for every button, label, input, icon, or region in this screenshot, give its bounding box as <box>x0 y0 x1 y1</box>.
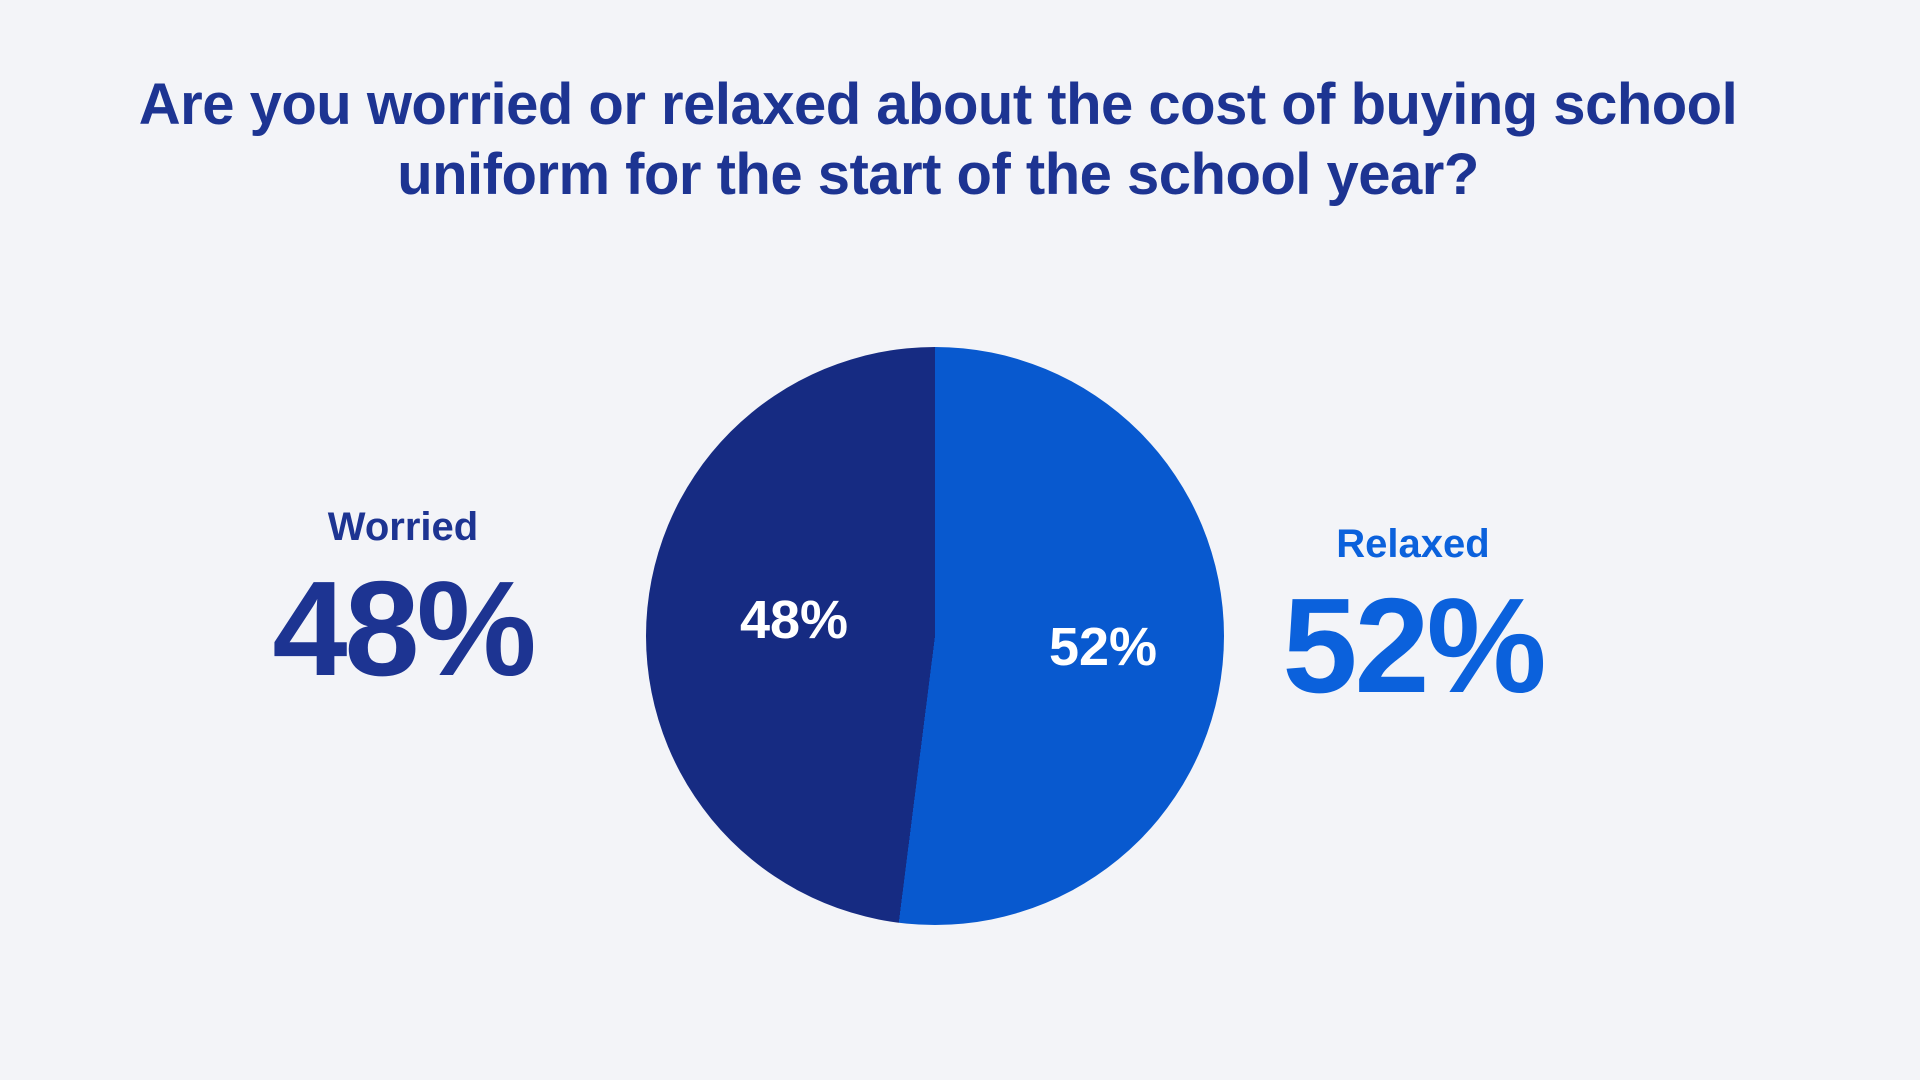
pie-chart: 48% 52% <box>646 347 1224 925</box>
pie-slice-label-relaxed: 52% <box>1048 617 1158 677</box>
relaxed-percentage: 52% <box>1282 570 1546 721</box>
worried-percentage: 48% <box>272 553 536 704</box>
worried-label: Worried <box>327 505 479 549</box>
worried-callout: Worried 48% <box>272 505 536 704</box>
relaxed-callout: Relaxed 52% <box>1282 522 1546 721</box>
chart-title-line-2: uniform for the start of the school year… <box>397 142 1479 207</box>
pie-slice-label-worried: 48% <box>739 590 849 650</box>
relaxed-label: Relaxed <box>1336 522 1490 566</box>
chart-title: Are you worried or relaxed about the cos… <box>0 70 1876 210</box>
chart-title-line-1: Are you worried or relaxed about the cos… <box>138 72 1738 137</box>
